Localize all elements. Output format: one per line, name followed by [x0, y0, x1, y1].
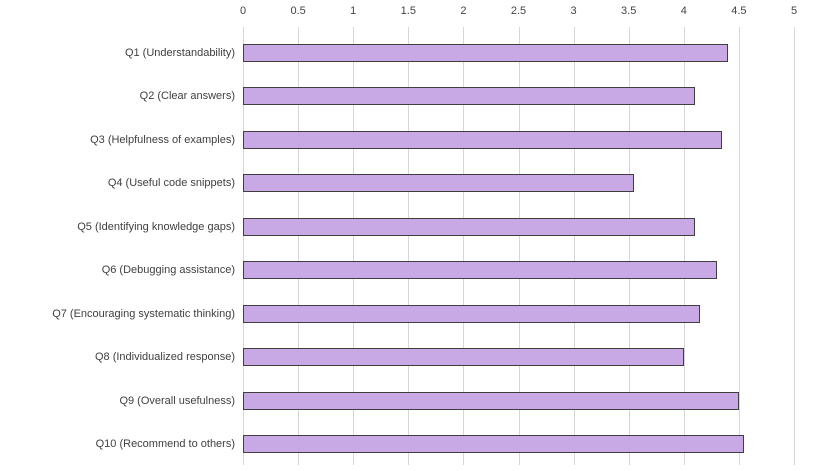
chart-row: Q2 (Clear answers) — [0, 75, 814, 119]
gridline — [353, 27, 355, 465]
x-axis-tick-label: 4.5 — [731, 5, 747, 17]
category-label: Q7 (Encouraging systematic thinking) — [52, 307, 235, 320]
chart-row: Q5 (Identifying knowledge gaps) — [0, 205, 814, 249]
x-axis-tick-label: 2 — [460, 5, 467, 17]
category-label: Q9 (Overall usefulness) — [119, 394, 235, 407]
x-axis-tick-label: 4 — [680, 5, 687, 17]
x-axis-tick-label: 5 — [790, 5, 798, 17]
x-axis: 0 0.5 1 1.5 2 2.5 3 3.5 4 4.5 5 — [0, 5, 814, 21]
chart-row: Q6 (Debugging assistance) — [0, 249, 814, 293]
gridline — [243, 27, 244, 465]
gridlines — [0, 27, 814, 465]
chart-row: Q7 (Encouraging systematic thinking) — [0, 292, 814, 336]
category-label: Q1 (Understandability) — [124, 46, 235, 59]
gridline — [463, 27, 465, 465]
bar — [243, 43, 728, 62]
chart-row: Q1 (Understandability) — [0, 31, 814, 75]
x-axis-tick-label: 1 — [350, 5, 357, 17]
chart-row: Q4 (Useful code snippets) — [0, 162, 814, 206]
x-axis-tick-label: 3.5 — [621, 5, 637, 17]
bar — [243, 348, 684, 367]
gridline — [573, 27, 575, 465]
bar — [243, 130, 723, 149]
gridline — [408, 27, 410, 465]
x-axis-tick-label: 0.5 — [290, 5, 306, 17]
category-label: Q3 (Helpfulness of examples) — [90, 133, 235, 146]
chart-row: Q3 (Helpfulness of examples) — [0, 118, 814, 162]
chart-row: Q9 (Overall usefulness) — [0, 379, 814, 423]
bar — [243, 217, 695, 236]
plot-area: Q1 (Understandability) Q2 (Clear answers)… — [0, 31, 814, 466]
bar — [243, 261, 717, 280]
gridline — [518, 27, 520, 465]
x-axis-tick-label: 0 — [239, 5, 247, 17]
bar — [243, 435, 745, 454]
gridline — [628, 27, 630, 465]
category-label: Q8 (Individualized response) — [94, 351, 235, 364]
category-label: Q4 (Useful code snippets) — [107, 177, 235, 190]
category-label: Q10 (Recommend to others) — [95, 438, 235, 451]
category-label: Q5 (Identifying knowledge gaps) — [77, 220, 235, 233]
bar — [243, 391, 739, 410]
gridline — [298, 27, 300, 465]
category-label: Q2 (Clear answers) — [139, 90, 235, 103]
gridline — [738, 27, 740, 465]
chart-row: Q10 (Recommend to others) — [0, 423, 814, 467]
category-label: Q6 (Debugging assistance) — [101, 264, 235, 277]
x-axis-tick-label: 3 — [570, 5, 577, 17]
chart-row: Q8 (Individualized response) — [0, 336, 814, 380]
bar — [243, 87, 695, 106]
x-axis-tick-label: 1.5 — [400, 5, 416, 17]
gridline — [794, 27, 795, 465]
bar — [243, 174, 635, 193]
gridline — [683, 27, 685, 465]
x-axis-tick-label: 2.5 — [510, 5, 527, 17]
bar — [243, 304, 701, 323]
